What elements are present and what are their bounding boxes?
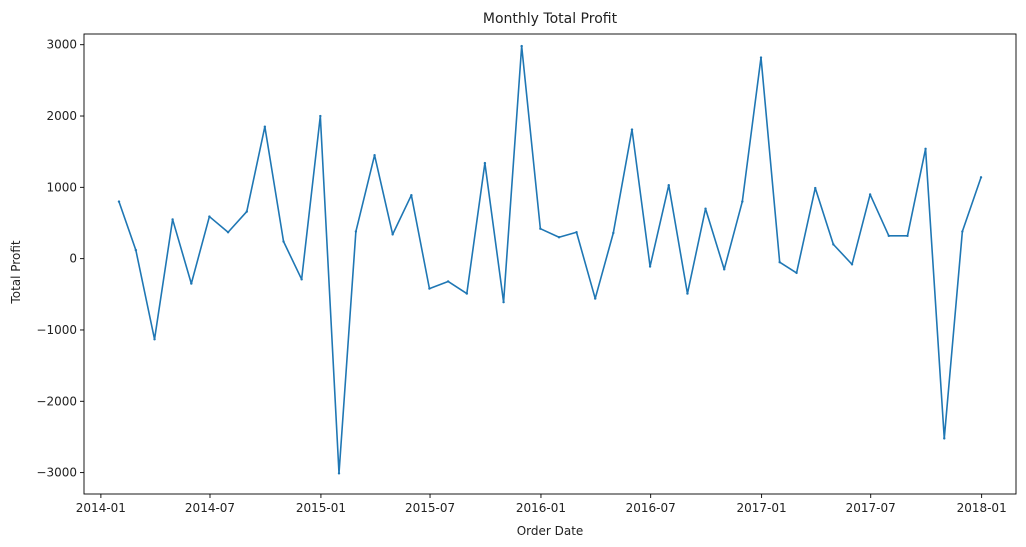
- y-tick-label: 1000: [46, 180, 77, 194]
- data-point: [667, 183, 670, 187]
- data-point: [245, 210, 248, 213]
- data-point: [686, 292, 689, 295]
- chart-title: Monthly Total Profit: [483, 11, 618, 27]
- data-point: [373, 154, 376, 157]
- data-point: [354, 230, 358, 233]
- data-point: [410, 193, 413, 197]
- data-point: [319, 114, 322, 118]
- data-point: [337, 472, 341, 475]
- plot-area: 2014-01 2014-07 2015-01 2015-07 2016-01 2016-…: [36, 33, 1017, 515]
- x-tick-label: 2017-01: [737, 501, 787, 515]
- plot-frame: [83, 33, 1017, 495]
- data-point: [557, 236, 561, 239]
- data-point: [190, 282, 193, 285]
- y-tick-label: −1000: [36, 323, 77, 337]
- data-point: [795, 271, 798, 275]
- data-point: [391, 233, 394, 236]
- data-point: [832, 243, 835, 246]
- x-tick-label: 2016-01: [516, 501, 566, 515]
- data-point: [612, 231, 615, 235]
- data-point: [153, 338, 156, 341]
- series-line: [118, 45, 982, 475]
- data-point: [428, 287, 431, 290]
- data-point: [723, 268, 726, 271]
- data-point: [300, 278, 303, 281]
- data-point: [741, 200, 744, 203]
- data-point: [208, 215, 211, 218]
- data-point: [906, 234, 909, 238]
- x-tick-label: 2018-01: [957, 501, 1007, 515]
- data-point: [465, 292, 469, 295]
- x-tick-label: 2017-07: [846, 501, 896, 515]
- y-tick-label: 3000: [46, 38, 77, 52]
- x-tick-label: 2014-01: [76, 501, 126, 515]
- data-point: [117, 200, 121, 203]
- data-point: [778, 261, 781, 264]
- data-point: [282, 240, 285, 243]
- data-point: [502, 300, 505, 304]
- data-point: [704, 207, 707, 210]
- data-point: [648, 265, 652, 268]
- data-point: [263, 125, 267, 128]
- data-point: [171, 218, 174, 221]
- x-tick-label: 2015-07: [405, 501, 455, 515]
- data-point: [979, 176, 983, 179]
- data-point: [539, 227, 542, 230]
- x-tick-label: 2014-07: [185, 501, 235, 515]
- data-point: [575, 231, 578, 234]
- x-axis-title: Order Date: [517, 524, 584, 538]
- x-tick-label: 2016-07: [626, 501, 676, 515]
- y-axis-title: Total Profit: [9, 240, 23, 304]
- data-point: [483, 161, 487, 165]
- y-tick-label: −3000: [36, 466, 77, 480]
- data-point: [850, 263, 854, 266]
- data-point: [924, 147, 927, 151]
- data-point: [630, 128, 634, 131]
- data-point: [759, 56, 763, 59]
- data-point: [594, 297, 597, 300]
- data-point: [520, 44, 523, 48]
- data-point: [134, 248, 138, 252]
- data-point: [887, 234, 890, 238]
- y-tick-label: 0: [69, 252, 77, 266]
- y-tick-label: 2000: [46, 109, 77, 123]
- data-point: [868, 193, 872, 196]
- data-point: [943, 437, 946, 440]
- data-point: [446, 280, 450, 283]
- x-tick-label: 2015-01: [296, 501, 346, 515]
- data-point: [961, 230, 964, 233]
- data-point: [814, 186, 817, 190]
- y-tick-label: −2000: [36, 394, 77, 408]
- data-point: [226, 231, 230, 234]
